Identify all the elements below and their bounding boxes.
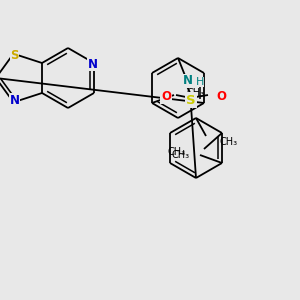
Text: N: N [10, 94, 20, 107]
Text: CH₃: CH₃ [186, 88, 204, 98]
Text: S: S [10, 49, 19, 62]
Text: CH₃: CH₃ [168, 147, 186, 157]
Text: O: O [161, 91, 171, 103]
Text: CH₃: CH₃ [220, 137, 238, 147]
Text: S: S [186, 94, 196, 106]
Text: O: O [216, 91, 226, 103]
Text: N: N [183, 74, 193, 88]
Text: CH₃: CH₃ [172, 150, 190, 160]
Text: H: H [196, 77, 204, 87]
Text: N: N [88, 58, 98, 70]
